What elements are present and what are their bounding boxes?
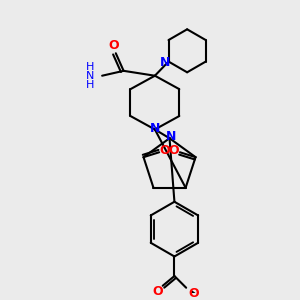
Text: O: O bbox=[152, 285, 163, 298]
Text: O: O bbox=[160, 144, 170, 157]
Text: N: N bbox=[159, 56, 170, 69]
Text: O: O bbox=[169, 144, 179, 157]
Text: O: O bbox=[189, 287, 199, 300]
Text: N: N bbox=[150, 122, 160, 135]
Text: H
N
H: H N H bbox=[86, 61, 94, 90]
Text: N: N bbox=[166, 130, 177, 143]
Text: O: O bbox=[109, 39, 119, 52]
